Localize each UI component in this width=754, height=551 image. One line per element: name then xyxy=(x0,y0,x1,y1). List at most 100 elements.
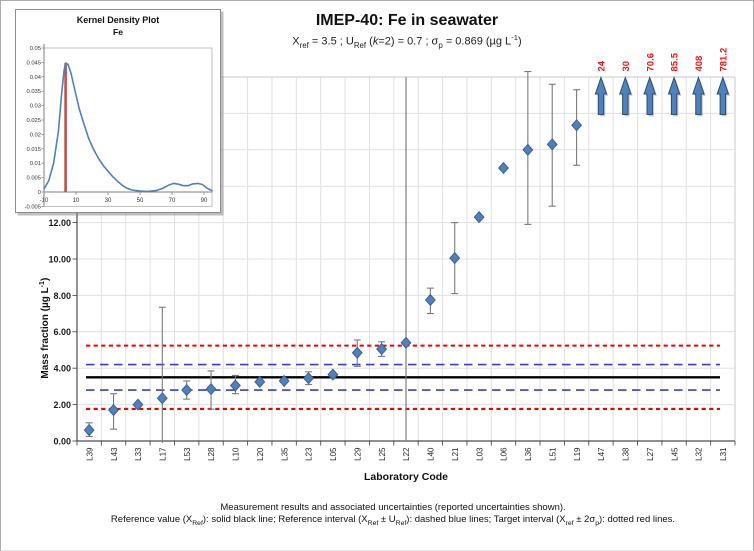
data-point-diamond xyxy=(327,368,339,381)
up-arrow-icon xyxy=(594,75,608,115)
data-point-diamond xyxy=(376,342,388,356)
kde-y-tick-label: 0.03 xyxy=(30,104,41,110)
text-segment: ± U xyxy=(378,514,396,525)
text-segment: -1 xyxy=(511,33,519,42)
text-segment: p xyxy=(438,40,443,50)
lab-code-label: L31 xyxy=(719,447,728,461)
text-segment: k xyxy=(372,35,379,48)
offscale-value-label: 85.5 xyxy=(670,52,681,71)
kde-inset-panel: -0.005 0 0.005 0.01 0.015 0.02 0.025 0.03 0.035 0… xyxy=(15,9,221,213)
lab-code-label: L10 xyxy=(232,447,241,461)
kde-y-tick-label: 0.005 xyxy=(26,176,41,182)
text-segment: = 3.5 ; U xyxy=(308,35,354,48)
lab-code-label: L38 xyxy=(622,447,631,461)
caption-line1: Measurement results and associated uncer… xyxy=(220,502,566,513)
data-point-diamond xyxy=(132,398,144,411)
data-point-diamond xyxy=(108,403,120,417)
lab-code-label: L53 xyxy=(183,447,192,461)
data-point-diamond xyxy=(254,375,266,389)
y-tick-label: 4.00 xyxy=(53,364,71,374)
kde-plot-frame xyxy=(43,47,213,207)
kde-x-tick-label: 50 xyxy=(137,198,144,204)
lab-code-label: L45 xyxy=(670,447,679,461)
lab-code-label: L22 xyxy=(402,447,411,461)
kde-y-tick-label: 0.01 xyxy=(30,161,41,167)
lab-code-label: L33 xyxy=(134,447,143,461)
offscale-value-label: 70.6 xyxy=(645,53,656,72)
lab-code-label: L19 xyxy=(573,447,582,461)
page-title: IMEP-40: Fe in seawater xyxy=(315,12,499,29)
data-point-diamond xyxy=(156,392,168,405)
text-segment: ( xyxy=(366,35,373,48)
lab-code-label: L21 xyxy=(451,447,460,461)
data-point-diamond xyxy=(205,382,217,396)
data-point-diamond xyxy=(498,161,509,175)
chart-subtitle: Xref = 3.5 ; URef (k=2) = 0.7 ; σp = 0.8… xyxy=(57,33,753,50)
data-point-diamond xyxy=(83,423,95,437)
up-arrow-icon xyxy=(716,75,730,115)
y-tick-label: 8.00 xyxy=(53,291,71,301)
lab-code-label: L29 xyxy=(353,447,362,461)
lab-code-label: L36 xyxy=(524,447,533,461)
caption-line2: Reference value (XRef): solid black line… xyxy=(31,514,753,527)
y-tick-label: 2.00 xyxy=(53,400,71,410)
text-segment: ref xyxy=(565,519,574,527)
up-arrow-icon xyxy=(619,75,632,115)
kde-subtitle: Fe xyxy=(113,27,123,37)
data-point-diamond xyxy=(351,346,363,359)
kde-title: Kernel Density Plot xyxy=(76,15,160,25)
data-point-diamond xyxy=(522,143,534,156)
kde-x-tick-label: 90 xyxy=(201,198,208,204)
kde-y-tick-label: 0 xyxy=(38,190,41,196)
data-point-diamond xyxy=(181,383,193,397)
y-tick-label: 10.00 xyxy=(48,254,71,264)
text-segment: ref xyxy=(299,40,309,50)
kde-y-tick-label: 0.035 xyxy=(26,89,41,95)
data-point-diamond xyxy=(229,379,241,392)
text-segment: Ref xyxy=(192,519,203,527)
text-segment: ): dotted red lines. xyxy=(599,514,676,525)
text-segment: p xyxy=(595,519,600,527)
lab-code-label: L39 xyxy=(85,447,94,461)
kde-y-tick-label: 0.05 xyxy=(30,46,41,52)
data-point-diamond xyxy=(571,119,583,132)
up-arrow-icon xyxy=(667,75,681,115)
text-segment: ): solid black line; Reference interval … xyxy=(202,514,368,525)
kde-x-tick-label: 70 xyxy=(169,198,176,204)
offscale-value-label: 24 xyxy=(597,60,608,71)
y-tick-label: 12.00 xyxy=(48,218,71,228)
text-segment: ): dashed blue lines; Target interval (X xyxy=(406,514,566,525)
kde-x-tick-label: 10 xyxy=(73,198,80,204)
kde-plot: -0.005 0 0.005 0.01 0.015 0.02 0.025 0.03 0.035 0… xyxy=(25,44,213,210)
offscale-value-label: 30 xyxy=(621,61,632,72)
data-point-diamond xyxy=(400,336,412,349)
text-segment: =2) = 0.7 ; σ xyxy=(378,35,439,48)
text-segment: ) xyxy=(40,277,52,282)
lab-code-label: L23 xyxy=(305,447,314,461)
y-tick-label: 0.00 xyxy=(53,436,71,446)
measurement-scatter-chart: 0.00 2.00 4.00 6.00 8.00 10.00 12.00 L39 L43 L33 L… xyxy=(48,48,736,461)
text-segment: Ref xyxy=(367,519,379,527)
data-point-diamond xyxy=(546,138,558,151)
lab-code-label: L47 xyxy=(597,447,606,461)
lab-code-label: L32 xyxy=(695,447,704,461)
lab-code-label: L20 xyxy=(256,447,265,461)
y-axis-title: Mass fraction (µg L-1) xyxy=(39,208,51,448)
offscale-value-label: 408 xyxy=(694,56,705,72)
kde-density-curve xyxy=(43,62,213,193)
kde-y-tick-label: 0.025 xyxy=(26,118,41,124)
lab-code-label: L51 xyxy=(548,447,557,461)
text-segment: Mass fraction (µg L xyxy=(40,287,52,379)
text-segment: -1 xyxy=(38,281,46,288)
lab-code-label: L40 xyxy=(427,447,436,461)
lab-code-label: L25 xyxy=(378,447,387,461)
data-point-diamond xyxy=(278,374,290,388)
lab-code-label: L27 xyxy=(646,447,655,461)
text-segment: ± 2σ xyxy=(573,514,596,525)
text-segment: Reference value (X xyxy=(110,514,193,525)
lab-code-label: L06 xyxy=(500,447,509,461)
kde-y-tick-label: 0.02 xyxy=(30,132,41,138)
data-point-diamond xyxy=(424,293,436,307)
kde-y-tick-label: 0.04 xyxy=(30,75,42,81)
